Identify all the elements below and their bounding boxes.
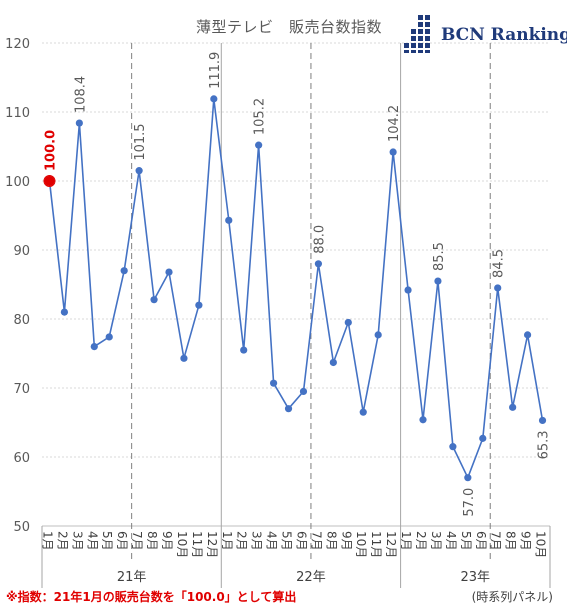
data-point — [284, 405, 293, 413]
data-point — [434, 277, 442, 285]
x-tick-label: 5月 — [280, 531, 294, 551]
logo-text: BCN Ranking — [441, 25, 567, 45]
data-point — [75, 119, 83, 127]
x-tick-label: 8月 — [145, 531, 159, 551]
data-label: 100.0 — [43, 130, 58, 171]
data-point — [523, 331, 532, 339]
x-tick-label: 7月 — [309, 531, 323, 551]
x-tick-label: 4月 — [85, 531, 99, 551]
data-point — [464, 474, 472, 482]
data-point — [90, 343, 98, 351]
data-point — [120, 267, 128, 275]
data-point — [314, 260, 323, 268]
x-tick-label: 7月 — [130, 531, 144, 551]
series-line — [48, 98, 544, 479]
data-point — [404, 286, 412, 294]
data-label: 88.0 — [312, 225, 327, 254]
data-point — [135, 167, 143, 175]
year-label: 21年 — [117, 570, 147, 585]
x-tick-label: 2月 — [235, 531, 249, 551]
x-tick-label: 7月 — [489, 531, 503, 551]
data-label: 108.4 — [73, 76, 88, 113]
data-label: 65.3 — [537, 430, 552, 459]
data-point — [419, 416, 427, 424]
x-tick-label: 1月 — [220, 531, 234, 551]
data-point — [494, 284, 502, 292]
x-tick-label: 11月 — [369, 531, 383, 558]
x-tick-label: 3月 — [250, 531, 264, 551]
x-tick-label: 6月 — [474, 531, 488, 551]
x-tick-label: 9月 — [339, 531, 353, 551]
data-point — [344, 318, 352, 327]
x-tick-label: 10月 — [175, 531, 189, 558]
x-tick-label: 6月 — [115, 531, 129, 551]
data-label: 101.5 — [133, 123, 148, 160]
data-label: 111.9 — [208, 52, 223, 89]
y-tick-label: 60 — [13, 451, 30, 466]
data-point — [195, 301, 203, 309]
data-point — [479, 434, 487, 442]
x-tick-label: 2月 — [55, 531, 69, 551]
x-tick-label: 8月 — [324, 531, 338, 551]
x-tick-label: 8月 — [504, 531, 518, 551]
data-point — [240, 346, 248, 354]
year-label: 23年 — [461, 570, 491, 585]
data-point — [359, 408, 367, 416]
data-label: 105.2 — [253, 98, 268, 135]
x-tick-label: 1月 — [40, 531, 54, 551]
data-point — [329, 358, 337, 367]
year-label: 22年 — [296, 570, 326, 585]
x-tick-label: 9月 — [160, 531, 174, 551]
y-tick-label: 120 — [5, 37, 30, 52]
x-tick-label: 3月 — [429, 531, 443, 551]
data-point — [389, 148, 397, 156]
data-point — [225, 216, 233, 224]
data-point — [210, 95, 218, 103]
bcn-logo-icon — [404, 15, 430, 53]
data-label: 84.5 — [492, 249, 507, 278]
x-tick-label: 6月 — [294, 531, 308, 551]
x-tick-label: 9月 — [519, 531, 533, 551]
data-point — [165, 268, 173, 276]
x-tick-label: 4月 — [444, 531, 458, 551]
y-tick-label: 110 — [5, 106, 30, 121]
chart-title: 薄型テレビ 販売台数指数 — [196, 18, 383, 36]
bcn-ranking-logo: BCN Ranking — [403, 13, 567, 55]
y-tick-label: 70 — [13, 382, 30, 397]
x-tick-label: 5月 — [100, 531, 114, 551]
data-point — [449, 443, 457, 451]
x-tick-label: 12月 — [205, 531, 219, 558]
x-tick-label: 10月 — [534, 531, 548, 558]
source-note: (時系列パネル) — [471, 590, 553, 604]
x-tick-label: 11月 — [190, 531, 204, 558]
x-tick-label: 1月 — [399, 531, 413, 551]
data-point — [105, 333, 113, 341]
data-label: 104.2 — [387, 105, 402, 142]
y-tick-label: 100 — [5, 175, 30, 190]
y-tick-label: 50 — [13, 520, 30, 535]
data-point — [299, 387, 308, 396]
data-point — [150, 296, 158, 304]
x-tick-label: 3月 — [70, 531, 84, 551]
data-point — [374, 331, 382, 339]
data-point — [269, 379, 278, 387]
data-point — [538, 416, 547, 425]
data-point-highlight-ring — [43, 175, 56, 187]
x-tick-label: 4月 — [265, 531, 279, 551]
data-point — [180, 354, 188, 362]
x-tick-label: 10月 — [354, 531, 368, 558]
y-tick-label: 90 — [13, 244, 30, 259]
data-label: 85.5 — [432, 242, 447, 271]
data-point — [60, 308, 69, 316]
x-tick-label: 2月 — [414, 531, 428, 551]
index-footnote: ※指数：21年1月の販売台数を「100.0」として算出 — [6, 590, 297, 604]
x-tick-label: 12月 — [384, 531, 398, 558]
data-point — [255, 141, 263, 149]
y-tick-label: 80 — [13, 313, 30, 328]
x-tick-label: 5月 — [459, 531, 473, 551]
data-point — [509, 403, 517, 411]
data-label: 57.0 — [462, 488, 477, 517]
